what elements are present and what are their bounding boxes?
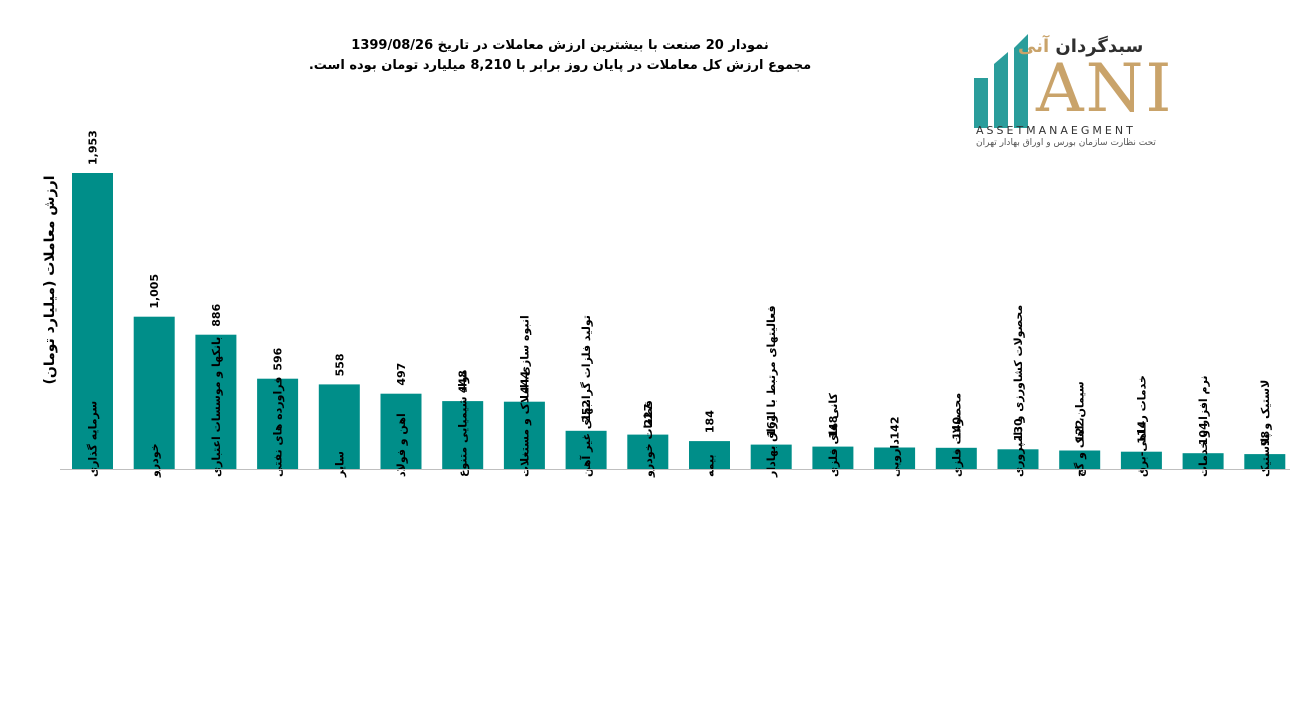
value-label-15: 140 — [950, 416, 963, 439]
value-label-10: 227 — [642, 404, 655, 427]
bar-19 — [1182, 453, 1224, 469]
value-label-16: 130 — [1012, 418, 1025, 441]
value-label-19: 104 — [1197, 422, 1210, 445]
value-label-5: 558 — [333, 353, 346, 376]
value-label-18: 114 — [1135, 420, 1148, 443]
title-line-2: مجموع ارزش کل معاملات در پایان روز برابر… — [308, 58, 812, 73]
bar-4 — [257, 378, 299, 469]
bar-12 — [750, 444, 792, 469]
category-label-1: سرمایه گذاری — [87, 401, 100, 477]
bar-2 — [133, 316, 175, 469]
bar-1 — [72, 173, 113, 469]
category-label-2: خودرو — [148, 443, 161, 478]
value-label-6: 497 — [395, 363, 408, 386]
category-label-17: سیمان، اهک و گچ — [1074, 381, 1087, 477]
bar-7 — [442, 401, 484, 469]
bar-3 — [195, 334, 237, 469]
value-labels-group: 1,953 1,005 886 596 558 497 448 444 252 227 184 161… — [87, 130, 1272, 446]
category-label-3: بانکها و موسسات اعتباری — [210, 337, 223, 477]
category-label-14: دارویی — [889, 439, 902, 477]
value-label-17: 122 — [1074, 420, 1087, 443]
bar-10 — [627, 434, 669, 469]
category-label-6: اهن و فولاد — [395, 413, 408, 477]
value-label-7: 448 — [457, 370, 470, 393]
y-axis-label: ارزش معاملات (میلیارد تومان) — [42, 175, 58, 384]
category-label-19: نرم افزار و خدمات — [1197, 375, 1210, 477]
bar-17 — [1059, 450, 1101, 469]
value-label-20: 98 — [1259, 431, 1272, 446]
value-label-9: 252 — [580, 400, 593, 423]
bar-13 — [812, 446, 854, 469]
bars-group — [72, 173, 1286, 469]
category-labels-group: سرمایه گذاری خودرو بانکها و موسسات اعتباری… — [87, 305, 1272, 478]
logo-tagline: تحت نظارت سازمان بورس و اوراق بهادار تهر… — [976, 138, 1156, 148]
category-label-10: قطعات خودرو — [642, 400, 655, 478]
value-label-14: 142 — [889, 417, 902, 440]
category-label-4: فراورده های نفتی — [272, 377, 285, 477]
value-label-11: 184 — [704, 410, 717, 433]
chart-title: نمودار 20 صنعت با بیشترین ارزش معاملات د… — [240, 36, 880, 76]
category-label-8: انبوه سازی، املاک و مستغلات — [518, 315, 531, 477]
logo-subtitle: ASSETMANAEGMENT — [976, 124, 1136, 137]
value-label-4: 596 — [272, 347, 285, 370]
value-label-8: 444 — [518, 370, 531, 393]
bar-18 — [1120, 451, 1162, 469]
category-label-20: لاستیک و پلاستیک — [1259, 380, 1272, 477]
bar-6 — [380, 393, 422, 469]
logo-bars-icon — [974, 34, 1028, 128]
bar-5 — [318, 384, 360, 469]
category-label-7: مواد شیمیایی متنوع — [457, 369, 470, 477]
bar-15 — [935, 447, 977, 469]
bar-9 — [565, 430, 607, 469]
bar-8 — [503, 401, 545, 469]
bar-20 — [1244, 454, 1286, 469]
title-line-1: نمودار 20 صنعت با بیشترین ارزش معاملات د… — [351, 38, 769, 53]
logo-brand-persian: سبدگردان آنی — [1018, 36, 1144, 57]
value-label-2: 1,005 — [148, 274, 161, 309]
category-label-12: فعالیتهای مرتبط با اوراق بهادار — [765, 305, 778, 478]
category-label-11: بیمه — [704, 454, 717, 477]
category-label-18: خدمات رفاهی-برق — [1135, 375, 1148, 477]
value-label-1: 1,953 — [87, 130, 100, 165]
category-label-5: سایر — [333, 451, 346, 478]
value-label-3: 886 — [210, 303, 223, 326]
company-logo: سبدگردان آنی ANI ASSETMANAEGMENT تحت نظا… — [970, 30, 1200, 155]
category-label-15: محصولات فلزی — [950, 393, 963, 477]
category-label-13: کانی های فلزی — [827, 392, 840, 477]
category-label-9: تولید فلزات گرانبهای غیر آهن — [579, 315, 593, 477]
bar-16 — [997, 449, 1039, 469]
category-label-16: محصولات کشاورزی و دامپروری — [1012, 305, 1025, 477]
value-label-13: 148 — [827, 416, 840, 439]
logo-brand-latin: ANI — [1036, 50, 1174, 127]
value-label-12: 161 — [765, 414, 778, 437]
bar-11 — [689, 441, 730, 469]
bar-14 — [874, 447, 916, 469]
